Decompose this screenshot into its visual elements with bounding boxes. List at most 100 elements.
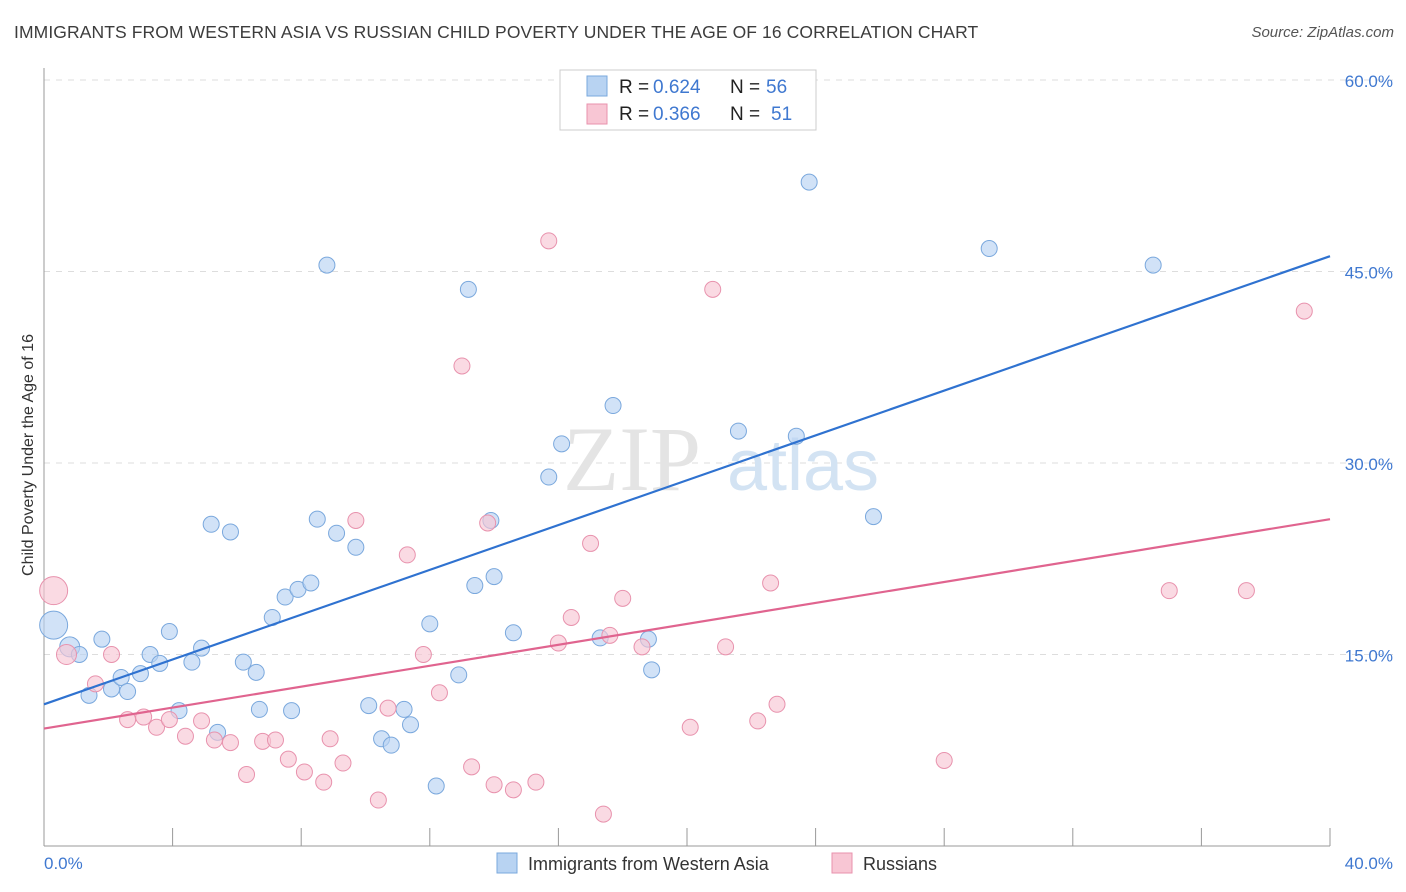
- point-russians: [315, 773, 333, 791]
- point-immigrants: [395, 700, 413, 718]
- point-immigrants: [247, 663, 265, 681]
- point-russians: [160, 711, 178, 729]
- point-immigrants: [318, 256, 336, 274]
- point-immigrants: [402, 716, 420, 734]
- point-russians: [334, 754, 352, 772]
- point-russians: [540, 232, 558, 250]
- stats-n-value-1: 56: [766, 77, 787, 98]
- point-immigrants: [360, 697, 378, 715]
- point-immigrants: [485, 568, 503, 586]
- source-label: Source: ZipAtlas.com: [1251, 24, 1394, 41]
- x-tick-marks: [43, 828, 1331, 846]
- legend-swatch-immigrants: [496, 852, 518, 874]
- point-russians: [295, 763, 313, 781]
- point-russians: [321, 730, 339, 748]
- series-legend: Immigrants from Western Asia Russians: [496, 852, 937, 874]
- point-immigrants: [202, 515, 220, 533]
- gridlines: [44, 79, 1393, 655]
- point-immigrants: [504, 624, 522, 642]
- x-tick-label-max: 40.0%: [1345, 854, 1393, 873]
- point-russians: [205, 731, 223, 749]
- point-russians: [148, 718, 166, 736]
- point-russians: [485, 776, 503, 794]
- point-russians: [193, 712, 211, 730]
- point-immigrants: [221, 523, 239, 541]
- point-russians: [768, 695, 786, 713]
- point-russians: [430, 684, 448, 702]
- stats-r-label-2: R =: [619, 104, 649, 125]
- point-russians: [479, 514, 497, 532]
- y-tick-label: 60.0%: [1345, 72, 1393, 91]
- point-russians: [504, 781, 522, 799]
- point-immigrants: [800, 173, 818, 191]
- point-immigrants: [283, 702, 301, 720]
- watermark-zip: ZIP: [563, 408, 701, 510]
- point-immigrants: [160, 623, 178, 641]
- point-russians: [681, 718, 699, 736]
- stats-swatch-pink: [586, 103, 608, 125]
- point-russians: [56, 644, 78, 665]
- point-russians: [594, 805, 612, 823]
- point-russians: [704, 280, 722, 298]
- legend-label-immigrants: Immigrants from Western Asia: [528, 854, 770, 874]
- point-immigrants: [193, 639, 211, 657]
- point-immigrants: [466, 577, 484, 595]
- point-russians: [717, 638, 735, 656]
- point-russians: [562, 608, 580, 626]
- point-russians: [762, 574, 780, 592]
- stats-n-value-2: 51: [771, 104, 792, 125]
- point-russians: [379, 699, 397, 717]
- y-tick-labels: 15.0% 30.0% 45.0% 60.0%: [1345, 72, 1393, 666]
- data-points: [39, 173, 1313, 823]
- point-immigrants: [93, 630, 111, 648]
- point-russians: [39, 576, 69, 606]
- point-russians: [1295, 302, 1313, 320]
- point-immigrants: [39, 610, 69, 640]
- point-russians: [238, 766, 256, 784]
- stats-r-value-1: 0.624: [653, 77, 701, 98]
- point-immigrants: [421, 615, 439, 633]
- stats-n-label-1: N =: [730, 77, 760, 98]
- stats-r-value-2: 0.366: [653, 104, 701, 125]
- point-russians: [463, 758, 481, 776]
- point-russians: [749, 712, 767, 730]
- watermark: ZIP atlas: [563, 408, 879, 510]
- point-russians: [614, 589, 632, 607]
- point-russians: [398, 546, 416, 564]
- point-immigrants: [864, 508, 882, 526]
- point-immigrants: [308, 510, 326, 528]
- point-immigrants: [604, 397, 622, 415]
- point-russians: [414, 646, 432, 663]
- stats-swatch-blue: [586, 75, 608, 97]
- point-immigrants: [980, 240, 998, 258]
- point-immigrants: [459, 280, 477, 298]
- point-immigrants: [250, 700, 268, 718]
- point-russians: [221, 734, 239, 752]
- stats-n-label-2: N =: [730, 104, 760, 125]
- y-axis-title: Child Poverty Under the Age of 16: [20, 334, 37, 576]
- point-immigrants: [1144, 256, 1162, 274]
- point-russians: [266, 731, 284, 749]
- x-tick-label-min: 0.0%: [44, 854, 83, 873]
- point-immigrants: [540, 468, 558, 486]
- legend-swatch-russians: [831, 852, 853, 874]
- point-russians: [1160, 582, 1178, 600]
- point-immigrants: [553, 435, 571, 453]
- legend-label-russians: Russians: [863, 854, 937, 874]
- point-russians: [633, 638, 651, 656]
- point-russians: [176, 727, 194, 745]
- y-tick-label: 45.0%: [1345, 264, 1393, 283]
- point-russians: [935, 751, 953, 769]
- point-immigrants: [119, 683, 137, 701]
- trend-line-russians: [43, 518, 1331, 730]
- point-immigrants: [643, 661, 661, 679]
- point-immigrants: [234, 653, 252, 671]
- point-immigrants: [302, 574, 320, 592]
- y-tick-label: 30.0%: [1345, 455, 1393, 474]
- stats-r-label-1: R =: [619, 77, 649, 98]
- point-immigrants: [382, 736, 400, 754]
- point-russians: [369, 791, 387, 809]
- point-russians: [527, 773, 545, 791]
- y-tick-label: 15.0%: [1345, 647, 1393, 666]
